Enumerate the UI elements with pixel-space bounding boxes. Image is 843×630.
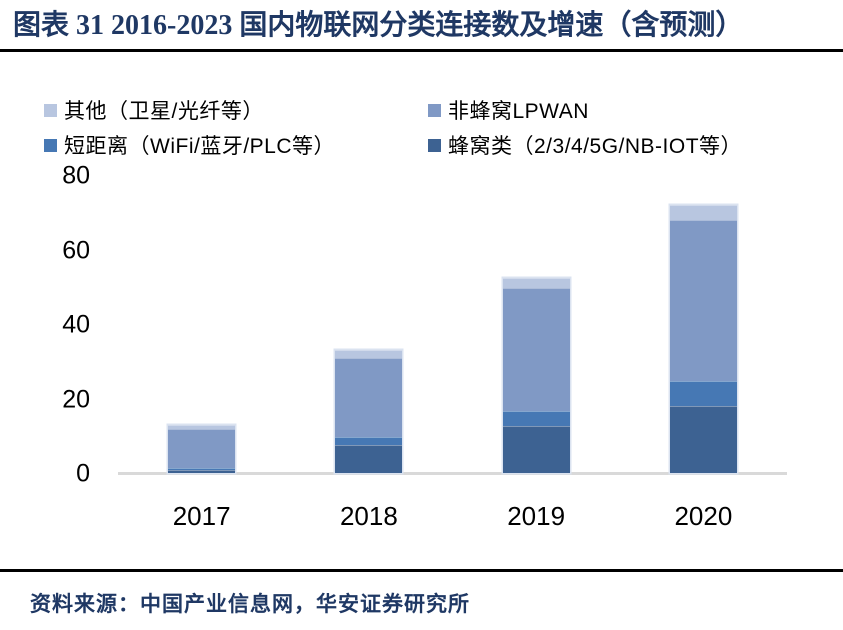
bar-segment-non-cellular-lpwan bbox=[168, 429, 236, 469]
x-axis-label: 2020 bbox=[674, 501, 733, 531]
legend-item-cellular: 蜂窝类（2/3/4/5G/NB-IOT等） bbox=[428, 132, 742, 158]
legend-label: 其他（卫星/光纤等） bbox=[64, 100, 264, 123]
stacked-bar-2017 bbox=[168, 424, 236, 473]
bar-segment-cellular bbox=[669, 406, 737, 473]
x-axis-line bbox=[118, 472, 787, 475]
bar-segment-other bbox=[335, 350, 403, 358]
y-tick-label: 0 bbox=[76, 459, 90, 488]
x-axis-label: 2018 bbox=[339, 501, 398, 531]
legend-item-short-range: 短距离（WiFi/蓝牙/PLC等） bbox=[44, 132, 335, 158]
bar-segment-short-range bbox=[168, 468, 236, 470]
stacked-bar-2020 bbox=[669, 204, 737, 473]
bar-segment-non-cellular-lpwan bbox=[502, 288, 570, 412]
legend-swatch-icon bbox=[428, 103, 441, 117]
bar-segment-cellular bbox=[168, 470, 236, 473]
x-axis-label: 2017 bbox=[172, 501, 231, 531]
bar-segment-non-cellular-lpwan bbox=[669, 219, 737, 382]
legend-swatch-icon bbox=[44, 138, 57, 152]
footer-divider bbox=[0, 569, 843, 572]
legend-label: 非蜂窝LPWAN bbox=[448, 100, 589, 123]
bar-segment-short-range bbox=[502, 411, 570, 427]
bar-segment-other bbox=[502, 278, 570, 289]
bar-segment-non-cellular-lpwan bbox=[335, 357, 403, 437]
bar-segment-other bbox=[669, 204, 737, 220]
stacked-bar-2019 bbox=[502, 278, 570, 473]
y-tick-label: 40 bbox=[62, 310, 90, 339]
source-note: 资料来源：中国产业信息网，华安证券研究所 bbox=[30, 592, 470, 616]
legend-label: 蜂窝类（2/3/4/5G/NB-IOT等） bbox=[448, 135, 743, 158]
legend-item-other: 其他（卫星/光纤等） bbox=[44, 97, 264, 123]
y-tick-label: 20 bbox=[62, 385, 90, 414]
legend-swatch-icon bbox=[428, 138, 441, 152]
legend-item-non-cellular-lpwan: 非蜂窝LPWAN bbox=[428, 97, 589, 123]
y-tick-label: 80 bbox=[62, 161, 90, 190]
title-divider bbox=[0, 49, 843, 52]
bar-segment-cellular bbox=[502, 426, 570, 473]
bar-segment-short-range bbox=[669, 381, 737, 407]
bar-segment-other bbox=[168, 424, 236, 430]
bar-segment-cellular bbox=[335, 444, 403, 473]
legend-swatch-icon bbox=[44, 103, 57, 117]
stacked-bar-2018 bbox=[335, 350, 403, 473]
bar-segment-short-range bbox=[335, 436, 403, 445]
legend-label: 短距离（WiFi/蓝牙/PLC等） bbox=[64, 135, 335, 158]
x-axis-label: 2019 bbox=[507, 501, 566, 531]
y-tick-label: 60 bbox=[62, 236, 90, 265]
figure-title: 图表 31 2016-2023 国内物联网分类连接数及增速（含预测） bbox=[13, 10, 744, 41]
